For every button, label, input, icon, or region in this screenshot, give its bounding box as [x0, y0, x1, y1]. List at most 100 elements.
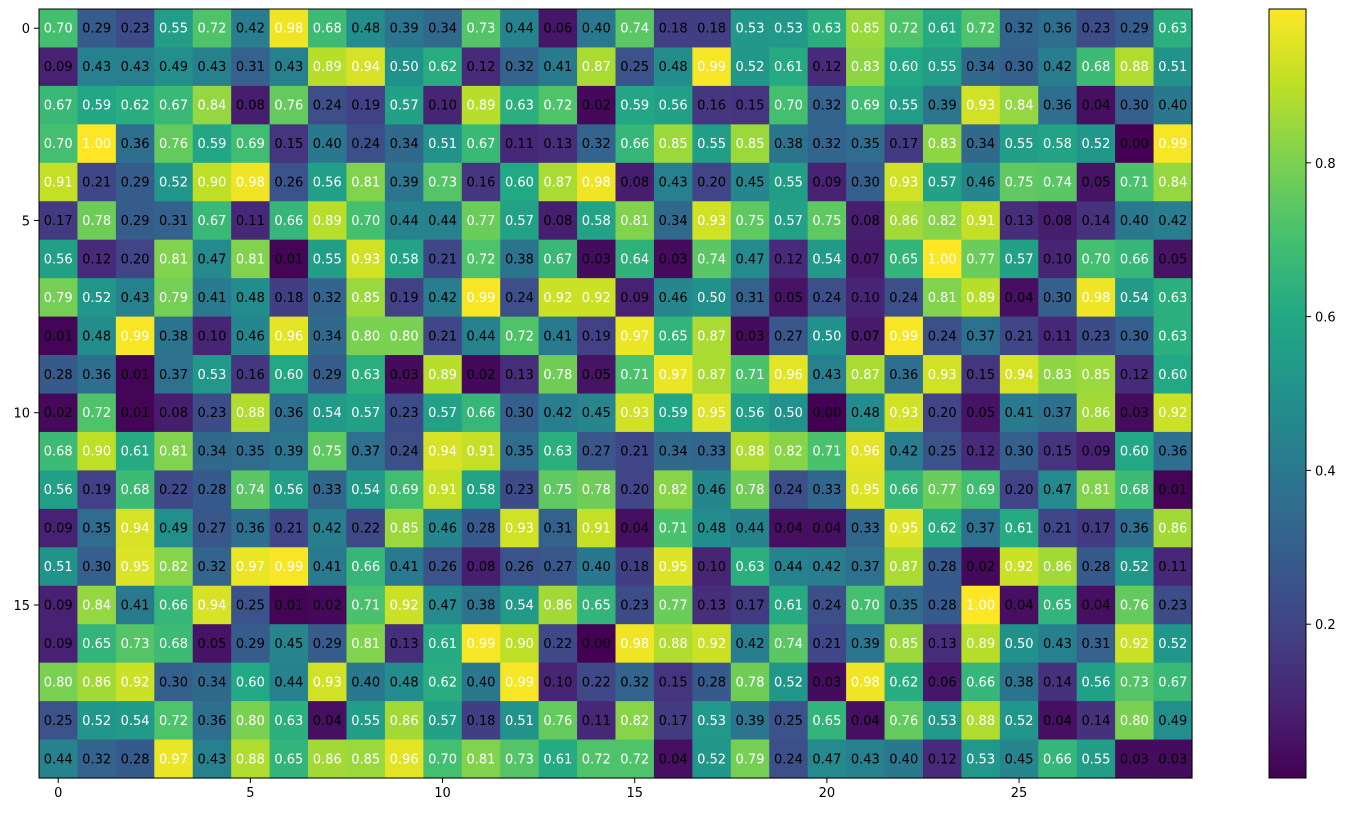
- heatmap-cell: [192, 662, 232, 702]
- cell-value-label: 0.36: [197, 714, 226, 729]
- heatmap-cell: [577, 124, 617, 164]
- heatmap-cell: [461, 355, 501, 395]
- cell-value-label: 0.57: [505, 214, 534, 229]
- cell-value-label: 0.18: [620, 560, 649, 575]
- heatmap-cell: [384, 9, 424, 49]
- heatmap-cell: [269, 431, 309, 471]
- cell-value-label: 0.69: [236, 137, 265, 152]
- heatmap-cell: [999, 470, 1039, 510]
- heatmap-cell: [1115, 355, 1155, 395]
- heatmap-cell: [231, 239, 271, 279]
- cell-value-label: 0.54: [812, 252, 841, 267]
- heatmap-cell: [1153, 162, 1193, 202]
- heatmap-cell: [1038, 547, 1078, 587]
- cell-value-label: 0.15: [1043, 445, 1072, 460]
- heatmap-cell: [769, 85, 809, 125]
- heatmap-cell: [577, 739, 617, 779]
- heatmap-cell: [769, 739, 809, 779]
- cell-value-label: 0.77: [966, 252, 995, 267]
- heatmap-cell: [1115, 9, 1155, 49]
- heatmap-cell: [538, 124, 578, 164]
- cell-value-label: 0.26: [428, 560, 457, 575]
- cell-value-label: 0.20: [121, 252, 150, 267]
- cell-value-label: 0.50: [812, 329, 841, 344]
- heatmap-cell: [154, 662, 194, 702]
- cell-value-label: 0.47: [1043, 483, 1072, 498]
- cell-value-label: 0.31: [736, 291, 765, 306]
- cell-value-label: 0.56: [274, 483, 303, 498]
- heatmap-cell: [269, 739, 309, 779]
- cell-value-label: 0.43: [274, 60, 303, 75]
- heatmap-cell: [308, 124, 348, 164]
- heatmap-cell: [730, 547, 770, 587]
- cell-value-label: 0.05: [1158, 252, 1187, 267]
- cell-value-label: 0.02: [582, 99, 611, 114]
- heatmap-cell: [423, 508, 463, 548]
- cell-value-label: 0.95: [851, 483, 880, 498]
- cell-value-label: 0.34: [659, 214, 688, 229]
- cell-value-label: 0.23: [1158, 598, 1187, 613]
- cell-value-label: 0.31: [1081, 637, 1110, 652]
- heatmap-cell: [999, 624, 1039, 664]
- cell-value-label: 0.57: [351, 406, 380, 421]
- cell-value-label: 0.28: [44, 368, 73, 383]
- cell-value-label: 0.29: [121, 176, 150, 191]
- cell-value-label: 0.58: [582, 214, 611, 229]
- heatmap-cell: [961, 547, 1001, 587]
- heatmap-cell: [577, 47, 617, 87]
- cell-value-label: 0.76: [274, 99, 303, 114]
- heatmap-cell: [961, 355, 1001, 395]
- heatmap-cell: [884, 624, 924, 664]
- heatmap-cell: [1076, 355, 1116, 395]
- heatmap-cell: [807, 9, 847, 49]
- heatmap-cell: [577, 162, 617, 202]
- heatmap-cell: [308, 393, 348, 433]
- cell-value-label: 0.68: [44, 445, 73, 460]
- heatmap-cell: [346, 393, 386, 433]
- cell-value-label: 0.55: [774, 176, 803, 191]
- cell-value-label: 0.33: [697, 445, 726, 460]
- cell-value-label: 0.21: [812, 637, 841, 652]
- heatmap-cell: [653, 624, 693, 664]
- heatmap-cell: [999, 585, 1039, 625]
- cell-value-label: 0.55: [928, 60, 957, 75]
- cell-value-label: 0.61: [428, 637, 457, 652]
- cell-value-label: 0.81: [928, 291, 957, 306]
- heatmap-cell: [538, 85, 578, 125]
- cell-value-label: 0.24: [774, 752, 803, 767]
- heatmap-cell: [192, 85, 232, 125]
- cell-value-label: 0.17: [44, 214, 73, 229]
- heatmap-cell: [1115, 739, 1155, 779]
- heatmap-cell: [1153, 9, 1193, 49]
- heatmap-cell: [192, 162, 232, 202]
- heatmap-cell: [1038, 508, 1078, 548]
- heatmap-cell: [77, 316, 117, 356]
- cell-value-label: 0.34: [966, 137, 995, 152]
- cell-value-label: 0.88: [659, 637, 688, 652]
- heatmap-cell: [1115, 701, 1155, 741]
- cell-value-label: 0.29: [121, 214, 150, 229]
- heatmap-cell: [692, 431, 732, 471]
- cell-value-label: 0.08: [467, 560, 496, 575]
- heatmap-cell: [231, 124, 271, 164]
- cell-value-label: 0.32: [505, 60, 534, 75]
- cell-value-label: 0.85: [851, 22, 880, 37]
- heatmap-cell: [999, 355, 1039, 395]
- heatmap-cell: [231, 47, 271, 87]
- heatmap-cell: [308, 431, 348, 471]
- heatmap-cell: [1076, 162, 1116, 202]
- heatmap-cell: [999, 316, 1039, 356]
- cell-value-label: 0.36: [121, 137, 150, 152]
- cell-value-label: 0.39: [390, 22, 419, 37]
- cell-value-label: 0.51: [44, 560, 73, 575]
- heatmap-cell: [500, 278, 540, 318]
- cell-value-label: 0.20: [1005, 483, 1034, 498]
- cell-value-label: 0.42: [313, 522, 342, 537]
- cell-value-label: 0.81: [620, 214, 649, 229]
- heatmap-cell: [346, 124, 386, 164]
- cell-value-label: 0.12: [928, 752, 957, 767]
- cell-value-label: 0.91: [966, 214, 995, 229]
- heatmap-cell: [154, 239, 194, 279]
- cell-value-label: 0.04: [1081, 598, 1110, 613]
- heatmap-cell: [807, 162, 847, 202]
